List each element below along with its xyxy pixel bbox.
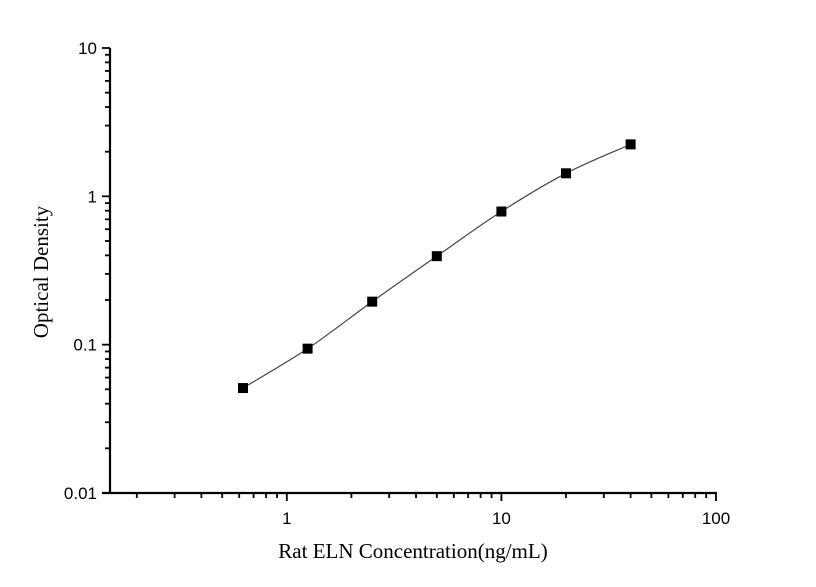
data-markers	[238, 139, 636, 394]
data-point-marker	[561, 168, 572, 179]
y-tick-label: 10	[78, 39, 97, 58]
x-axis-title: Rat ELN Concentration(ng/mL)	[278, 539, 547, 563]
fit-curve	[242, 143, 631, 389]
data-point-marker	[431, 251, 442, 262]
x-tick-label: 1	[282, 509, 291, 528]
data-point-marker	[367, 296, 378, 307]
y-tick-label: 0.01	[64, 484, 97, 503]
y-axis: 0.01 0.1 1 10	[64, 39, 112, 503]
y-tick-label: 0.1	[73, 336, 97, 355]
data-point-marker	[625, 139, 636, 150]
y-axis-title: Optical Density	[29, 205, 53, 338]
y-tick-label: 1	[88, 187, 97, 206]
x-tick-label: 100	[702, 509, 730, 528]
x-tick-label: 10	[492, 509, 511, 528]
x-axis: 1 10 100	[102, 491, 730, 528]
data-point-marker	[496, 206, 507, 217]
data-point-marker	[238, 383, 249, 394]
data-point-marker	[302, 343, 313, 354]
